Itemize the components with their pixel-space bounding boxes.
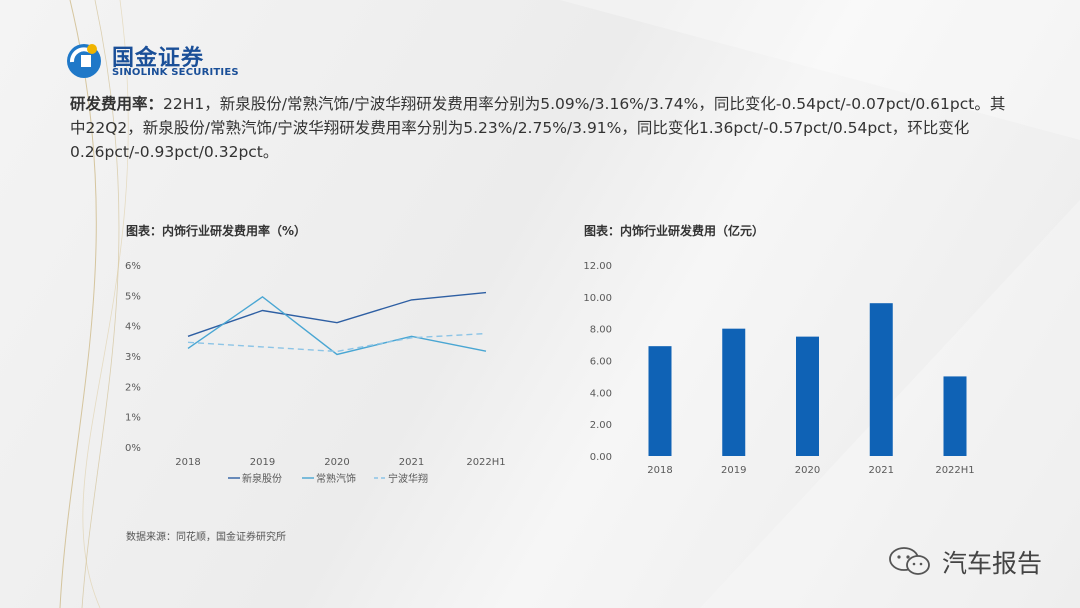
bar-x-tick-label: 2018 — [647, 465, 672, 476]
bar-x-tick-label: 2022H1 — [935, 465, 974, 476]
line-x-tick-label: 2020 — [324, 457, 349, 468]
bar-y-tick-label: 4.00 — [590, 388, 612, 399]
brand-logo: 国金证券 SINOLINK SECURITIES — [64, 40, 264, 82]
bar-x-tick-label: 2020 — [795, 465, 820, 476]
line-y-tick-label: 3% — [125, 352, 141, 363]
wechat-icon — [889, 547, 930, 575]
line-y-tick-label: 4% — [125, 322, 141, 333]
line-y-tick-label: 1% — [125, 413, 141, 424]
line-y-tick-label: 6% — [125, 261, 141, 272]
bar-y-tick-label: 8.00 — [590, 325, 612, 336]
bar-y-tick-label: 6.00 — [590, 357, 612, 368]
summary-key: 研发费用率： — [70, 95, 164, 113]
bar — [796, 336, 819, 456]
line-x-tick-label: 2019 — [250, 457, 275, 468]
bar — [869, 303, 893, 456]
logo-mark-icon — [67, 44, 101, 78]
line-x-tick-label: 2022H1 — [466, 457, 505, 468]
brand-name-cn: 国金证券 — [112, 46, 205, 71]
line-x-tick-label: 2021 — [399, 457, 424, 468]
bar — [648, 346, 672, 456]
line-x-tick-label: 2018 — [175, 457, 200, 468]
bar-y-tick-label: 0.00 — [590, 452, 612, 463]
bar — [722, 328, 746, 456]
legend-label: 宁波华翔 — [388, 472, 428, 485]
line-y-tick-label: 5% — [125, 291, 141, 302]
legend-label: 常熟汽饰 — [316, 472, 356, 485]
wechat-watermark: 汽车报告 — [888, 542, 1058, 578]
bar-x-tick-label: 2021 — [869, 465, 894, 476]
summary-text: 22H1，新泉股份/常熟汽饰/宁波华翔研发费用率分别为5.09%/3.16%/3… — [70, 95, 1006, 161]
summary-paragraph: 研发费用率：22H1，新泉股份/常熟汽饰/宁波华翔研发费用率分别为5.09%/3… — [70, 92, 1020, 164]
bar-y-tick-label: 12.00 — [583, 261, 612, 272]
bar — [943, 376, 967, 456]
bar-x-tick-label: 2019 — [721, 465, 746, 476]
bar-chart-title: 图表：内饰行业研发费用（亿元） — [584, 224, 765, 238]
line-y-tick-label: 2% — [125, 382, 141, 393]
bar-y-tick-label: 2.00 — [590, 420, 612, 431]
legend-label: 新泉股份 — [242, 472, 282, 485]
wechat-account-name: 汽车报告 — [942, 549, 1043, 578]
data-source-note: 数据来源：同花顺，国金证券研究所 — [126, 532, 286, 543]
line-chart-title: 图表：内饰行业研发费用率（%） — [126, 224, 307, 238]
line-y-tick-label: 0% — [125, 443, 141, 454]
brand-name-en: SINOLINK SECURITIES — [112, 67, 239, 78]
bar-y-tick-label: 10.00 — [583, 293, 612, 304]
